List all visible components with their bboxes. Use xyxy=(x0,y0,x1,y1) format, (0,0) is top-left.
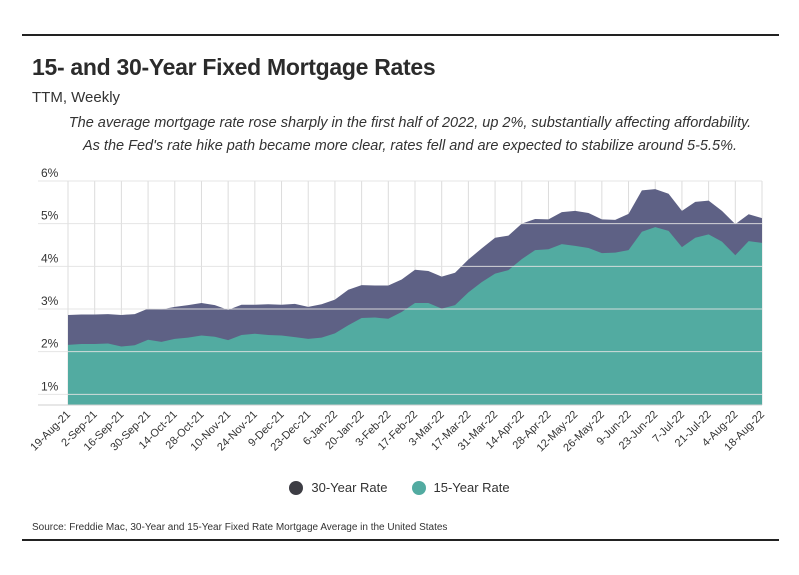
legend-swatch-15-year xyxy=(411,480,426,495)
legend-item-30-year[interactable]: 30-Year Rate xyxy=(289,480,388,495)
legend-label-15-year: 15-Year Rate xyxy=(433,480,510,495)
chart-description: The average mortgage rate rose sharply i… xyxy=(68,115,752,154)
y-tick-label: 6% xyxy=(41,166,59,180)
horizontal-gridlines xyxy=(38,180,762,406)
area-15-year-rate xyxy=(68,227,762,405)
y-tick-label: 4% xyxy=(41,251,59,265)
legend-label-30-year: 30-Year Rate xyxy=(311,480,388,495)
y-tick-label: 2% xyxy=(41,337,59,351)
y-tick-label: 3% xyxy=(41,294,59,308)
chart-title: 15- and 30-Year Fixed Mortgage Rates xyxy=(32,54,436,80)
y-tick-label: 1% xyxy=(41,379,59,393)
y-axis-tick-labels: 1% 2% 3% 4% 5% 6% xyxy=(41,166,59,393)
top-rule xyxy=(22,34,779,36)
legend-item-15-year[interactable]: 15-Year Rate xyxy=(411,480,510,495)
source-note: Source: Freddie Mac, 30-Year and 15-Year… xyxy=(32,522,448,533)
legend-swatch-30-year xyxy=(289,480,304,495)
series-areas xyxy=(68,189,762,405)
legend: 30-Year Rate 15-Year Rate xyxy=(0,480,799,495)
x-axis-tick-labels: 19-Aug-212-Sep-2116-Sep-2130-Sep-2114-Oc… xyxy=(28,409,767,455)
y-tick-label: 5% xyxy=(41,209,59,223)
mortgage-rate-area-chart: 1% 2% 3% 4% 5% 6% 19-Aug-212-Sep-2116-Sep-213… xyxy=(28,166,767,455)
chart-subtitle: TTM, Weekly xyxy=(32,89,121,106)
bottom-rule xyxy=(22,539,779,541)
